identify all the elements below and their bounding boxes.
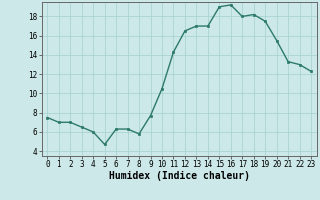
X-axis label: Humidex (Indice chaleur): Humidex (Indice chaleur) [109, 171, 250, 181]
